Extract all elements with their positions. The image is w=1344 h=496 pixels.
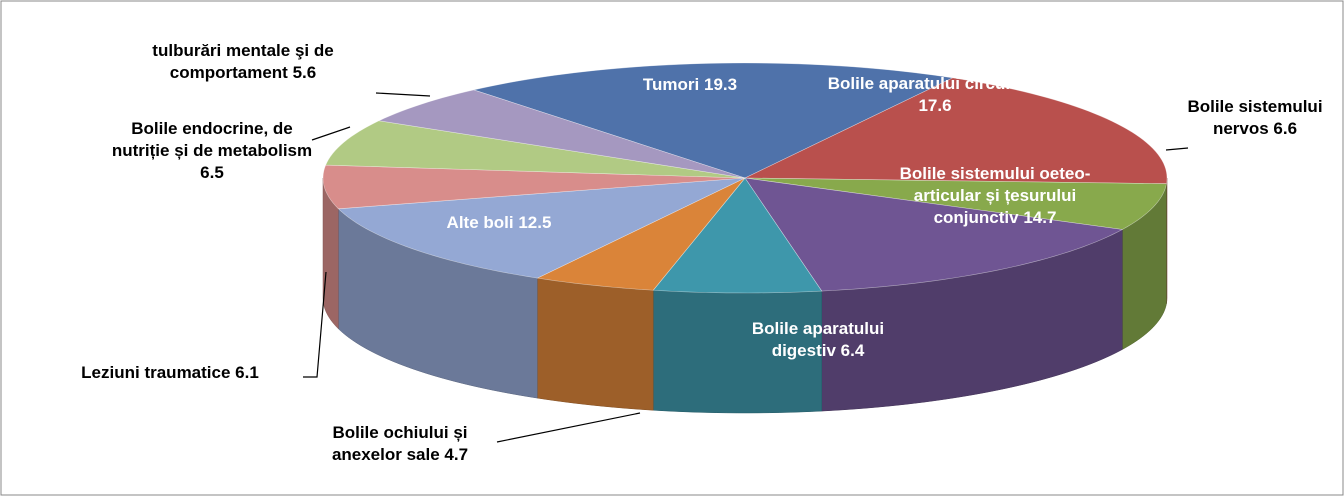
leader-line	[375, 92, 431, 97]
value-label: 19.3	[704, 75, 738, 94]
data-label: Tumori 19.3	[590, 74, 790, 96]
data-label: Bolile sistemului oeteo-articular și țes…	[875, 163, 1115, 229]
data-label: Alte boli 12.5	[399, 212, 599, 234]
slice	[744, 177, 1167, 230]
data-label: tulburări mentale şi de comportament 5.6	[108, 40, 378, 84]
category-label: Tumori	[642, 75, 700, 94]
slice	[377, 89, 746, 179]
slice	[472, 62, 954, 179]
data-label: Bolile aparatului digestiv 6.4	[718, 318, 918, 362]
slice	[322, 164, 746, 210]
category-label: Bolile endocrine, de nutriție și de meta…	[111, 119, 313, 160]
category-label: Alte boli	[446, 213, 514, 232]
slice	[744, 77, 1168, 185]
leader-line	[496, 412, 641, 443]
value-label: 4.7	[444, 445, 469, 464]
category-label: tulburări mentale şi de comportament	[152, 41, 334, 82]
value-label: 17.6	[918, 96, 952, 115]
value-label: 6.5	[200, 163, 224, 182]
leader-line	[311, 126, 351, 141]
value-label: 12.5	[518, 213, 552, 232]
leader-line	[303, 271, 327, 378]
data-label: Bolile ochiului și anexelor sale 4.7	[300, 422, 500, 466]
slice	[652, 177, 823, 294]
data-label: Leziuni traumatice 6.1	[30, 362, 310, 384]
slice-side	[537, 277, 654, 411]
category-label: Bolile aparatului circulator	[827, 74, 1043, 93]
category-label: Bolile ochiului și anexelor sale	[331, 423, 468, 464]
data-label: Bolile aparatului circulator 17.6	[825, 73, 1045, 117]
data-label: Bolile endocrine, de nutriție și de meta…	[102, 118, 322, 184]
slice	[325, 120, 746, 179]
leader-line	[1165, 147, 1189, 151]
slice	[536, 177, 746, 291]
value-label: 6.1	[235, 363, 259, 382]
value-label: 5.6	[292, 63, 317, 82]
slice	[337, 177, 746, 279]
data-label: Bolile sistemului nervos 6.6	[1165, 96, 1344, 140]
value-label: 6.4	[840, 341, 865, 360]
category-label: Bolile sistemului nervos	[1187, 97, 1323, 138]
value-label: 14.7	[1023, 208, 1057, 227]
category-label: Leziuni traumatice	[81, 363, 231, 382]
slice	[744, 177, 1124, 292]
value-label: 6.6	[1273, 119, 1298, 138]
category-label: Bolile aparatului digestiv	[751, 319, 885, 360]
category-label: Bolile sistemului oeteo-articular și țes…	[899, 164, 1091, 227]
